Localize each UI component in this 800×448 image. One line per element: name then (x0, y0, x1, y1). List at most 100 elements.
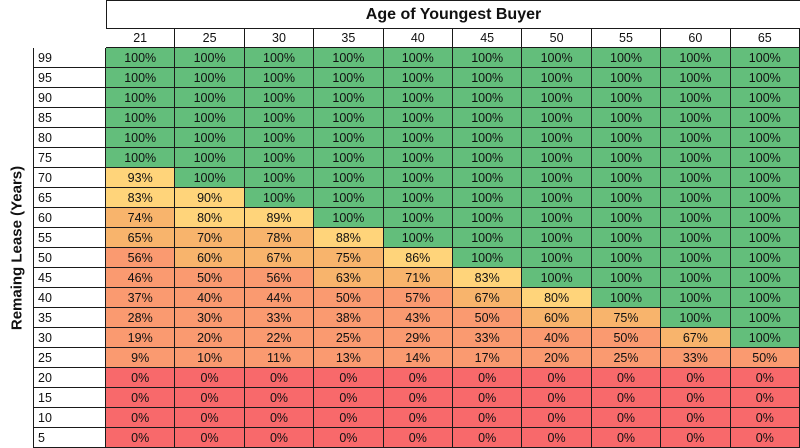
heatmap-cell: 22% (244, 328, 315, 348)
column-header-21: 21 (106, 28, 176, 48)
heatmap-cell: 100% (661, 208, 731, 228)
heatmap-cell: 100% (661, 88, 731, 108)
column-header-30: 30 (244, 28, 315, 48)
heatmap-cell: 50% (591, 328, 662, 348)
heatmap-cell: 0% (314, 408, 384, 428)
heatmap-cell: 60% (522, 308, 592, 328)
heatmap-cell: 100% (175, 168, 245, 188)
heatmap-cell: 0% (661, 368, 731, 388)
heatmap-cell: 100% (314, 108, 384, 128)
heatmap-cell: 100% (591, 208, 662, 228)
row-header-55: 55 (34, 228, 106, 248)
column-header-45: 45 (453, 28, 523, 48)
heatmap-cell: 0% (106, 408, 176, 428)
heatmap-cell: 100% (661, 68, 731, 88)
heatmap-cell: 100% (383, 228, 453, 248)
heatmap-cell: 11% (244, 348, 315, 368)
heatmap-cell: 100% (106, 148, 176, 168)
heatmap-cell: 100% (661, 308, 731, 328)
heatmap-cell: 29% (383, 328, 453, 348)
heatmap-cell: 0% (314, 368, 384, 388)
heatmap-cell: 50% (453, 308, 523, 328)
heatmap-cell: 0% (591, 408, 662, 428)
heatmap-cell: 44% (244, 288, 315, 308)
heatmap-cell: 0% (175, 388, 245, 408)
row-header-99: 99 (34, 48, 106, 68)
heatmap-cell: 100% (591, 288, 662, 308)
heatmap-cell: 100% (730, 88, 800, 108)
heatmap-cell: 100% (383, 48, 453, 68)
heatmap-cell: 17% (453, 348, 523, 368)
heatmap-cell: 0% (730, 388, 800, 408)
heatmap-cell: 100% (244, 148, 315, 168)
heatmap-cell: 100% (522, 88, 592, 108)
heatmap-cell: 0% (106, 388, 176, 408)
corner-blank (0, 0, 106, 48)
heatmap-cell: 100% (453, 228, 523, 248)
heatmap-cell: 100% (314, 188, 384, 208)
heatmap-cell: 100% (522, 248, 592, 268)
heatmap-cell: 25% (314, 328, 384, 348)
row-axis-title: Remaing Lease (Years) (8, 165, 26, 331)
row-axis-title-area: Remaing Lease (Years) (0, 48, 34, 448)
heatmap-cell: 100% (175, 108, 245, 128)
column-header-40: 40 (383, 28, 453, 48)
heatmap-cell: 0% (244, 388, 315, 408)
column-header-65: 65 (730, 28, 800, 48)
heatmap-cell: 0% (244, 408, 315, 428)
heatmap-cell: 56% (244, 268, 315, 288)
heatmap-cell: 0% (175, 368, 245, 388)
heatmap-cell: 100% (244, 48, 315, 68)
heatmap-cell: 93% (106, 168, 176, 188)
heatmap-cell: 57% (383, 288, 453, 308)
heatmap-cell: 33% (661, 348, 731, 368)
heatmap-cell: 0% (175, 408, 245, 428)
row-header-65: 65 (34, 188, 106, 208)
heatmap-cell: 100% (522, 228, 592, 248)
heatmap-cell: 0% (591, 388, 662, 408)
heatmap-cell: 100% (453, 168, 523, 188)
heatmap-cell: 100% (453, 208, 523, 228)
heatmap-cell: 100% (383, 88, 453, 108)
heatmap-cell: 100% (383, 128, 453, 148)
heatmap-cell: 100% (383, 108, 453, 128)
heatmap-cell: 100% (314, 148, 384, 168)
heatmap-cell: 19% (106, 328, 176, 348)
heatmap-cell: 100% (730, 308, 800, 328)
heatmap-cell: 0% (106, 368, 176, 388)
heatmap-cell: 14% (383, 348, 453, 368)
row-header-95: 95 (34, 68, 106, 88)
heatmap-cell: 0% (383, 368, 453, 388)
heatmap-cell: 100% (106, 68, 176, 88)
column-header-60: 60 (661, 28, 731, 48)
heatmap-cell: 100% (661, 268, 731, 288)
row-header-85: 85 (34, 108, 106, 128)
heatmap-cell: 80% (522, 288, 592, 308)
heatmap-cell: 100% (314, 128, 384, 148)
heatmap-cell: 100% (522, 68, 592, 88)
heatmap-cell: 83% (453, 268, 523, 288)
heatmap-cell: 100% (383, 188, 453, 208)
heatmap-cell: 0% (730, 408, 800, 428)
heatmap-cell: 50% (175, 268, 245, 288)
heatmap-cell: 67% (244, 248, 315, 268)
heatmap-cell: 20% (522, 348, 592, 368)
heatmap-cell: 100% (244, 168, 315, 188)
heatmap-cell: 100% (661, 288, 731, 308)
heatmap-cell: 100% (453, 68, 523, 88)
heatmap-cell: 0% (522, 388, 592, 408)
heatmap-cell: 0% (383, 388, 453, 408)
heatmap-cell: 83% (106, 188, 176, 208)
row-header-10: 10 (34, 408, 106, 428)
heatmap-cell: 100% (591, 68, 662, 88)
heatmap-cell: 40% (175, 288, 245, 308)
column-header-25: 25 (175, 28, 245, 48)
heatmap-cell: 13% (314, 348, 384, 368)
heatmap-cell: 100% (730, 188, 800, 208)
heatmap-cell: 100% (314, 48, 384, 68)
heatmap-cell: 100% (453, 248, 523, 268)
heatmap-cell: 100% (383, 208, 453, 228)
heatmap-cell: 100% (383, 168, 453, 188)
heatmap-cell: 37% (106, 288, 176, 308)
